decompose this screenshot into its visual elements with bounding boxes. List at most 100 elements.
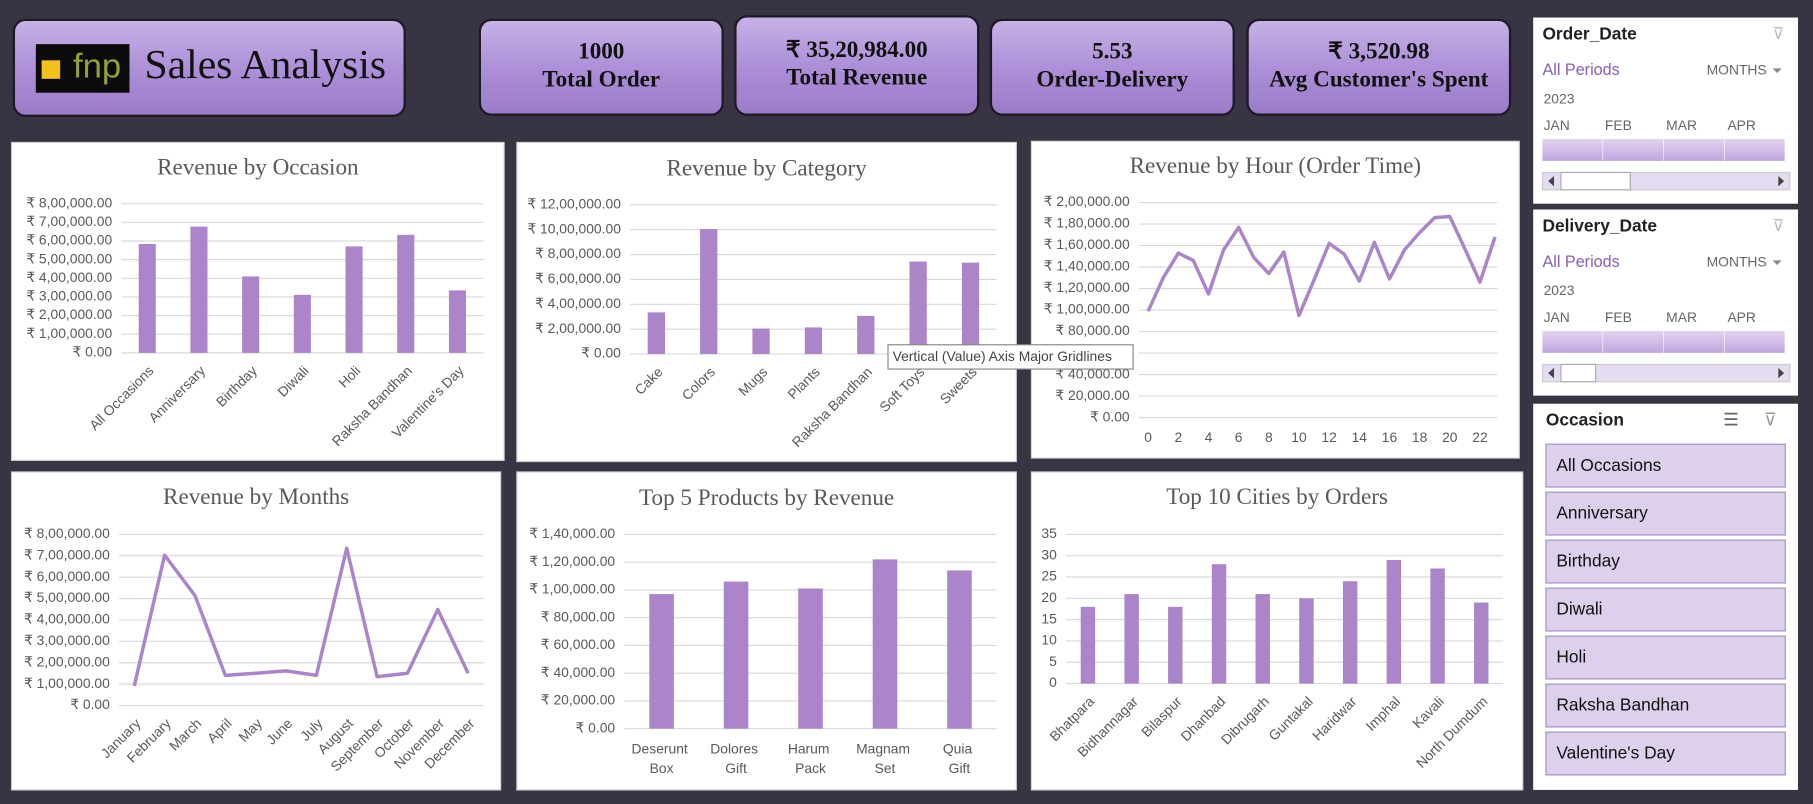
- kpi-value: ₹ 35,20,984.00: [786, 37, 928, 63]
- bar: [961, 262, 980, 355]
- y-tick-label: ₹ 0.00: [73, 344, 113, 360]
- x-tick-label: 10: [1291, 429, 1307, 445]
- slicer-item-label[interactable]: Raksha Bandhan: [1556, 695, 1689, 715]
- slicer-item[interactable]: [1545, 491, 1786, 536]
- y-tick-label: ₹ 8,00,000.00: [26, 194, 112, 210]
- slicer-period[interactable]: All Periods: [1542, 61, 1619, 79]
- bar: [1211, 564, 1227, 684]
- bar: [1255, 594, 1270, 684]
- chart-panel: [516, 471, 1017, 791]
- bar: [700, 229, 718, 355]
- slicer-title: Order_Date: [1542, 23, 1637, 43]
- kpi-box: [734, 15, 980, 116]
- slicer-level[interactable]: MONTHS: [1707, 253, 1767, 269]
- month-tile[interactable]: [1724, 330, 1785, 353]
- month-tile[interactable]: [1542, 330, 1603, 353]
- slicer-item-label[interactable]: Anniversary: [1556, 503, 1648, 523]
- slicer-title: Occasion: [1546, 410, 1624, 430]
- slicer-item-label[interactable]: Birthday: [1556, 551, 1620, 571]
- bar: [857, 315, 875, 355]
- slicer-item[interactable]: [1545, 683, 1786, 728]
- y-tick-label: ₹ 20,000.00: [541, 692, 616, 708]
- slicer-item[interactable]: [1545, 635, 1786, 680]
- y-tick-label: 15: [1041, 610, 1057, 626]
- kpi-label: Avg Customer's Spent: [1269, 66, 1488, 92]
- month-tile[interactable]: [1724, 138, 1785, 161]
- slicer-item[interactable]: [1545, 587, 1786, 632]
- bar: [1430, 568, 1445, 684]
- bar: [190, 226, 208, 353]
- scroll-right[interactable]: [1778, 175, 1785, 187]
- month-tile[interactable]: [1663, 138, 1724, 161]
- y-tick-label: ₹ 2,00,000.00: [26, 306, 112, 322]
- slicer-month: APR: [1727, 117, 1756, 133]
- bar: [138, 243, 156, 353]
- kpi-label: Total Order: [542, 66, 660, 92]
- slicer-year: 2023: [1544, 90, 1575, 106]
- month-tile[interactable]: [1603, 330, 1664, 353]
- chart-title: Top 5 Products by Revenue: [639, 485, 894, 511]
- month-tile[interactable]: [1663, 330, 1724, 353]
- y-tick-label: ₹ 1,00,000.00: [1044, 301, 1130, 317]
- scroll-right[interactable]: [1778, 367, 1785, 379]
- line: [1146, 214, 1497, 318]
- slicer-level[interactable]: MONTHS: [1707, 61, 1767, 77]
- scroll-left[interactable]: [1548, 367, 1554, 379]
- chart-title: Revenue by Category: [666, 155, 867, 181]
- slicer-period[interactable]: All Periods: [1542, 253, 1619, 271]
- y-tick-label: ₹ 8,00,000.00: [535, 245, 621, 261]
- bar: [1168, 606, 1183, 684]
- x-tick-label: 14: [1352, 429, 1368, 445]
- y-tick-label: ₹ 6,00,000.00: [535, 270, 621, 286]
- scroll-thumb[interactable]: [1560, 363, 1597, 383]
- y-tick-label: 20: [1041, 589, 1057, 605]
- slicer-item[interactable]: [1545, 443, 1786, 488]
- slicer-title: Delivery_Date: [1542, 215, 1657, 235]
- x-tick-label: 0: [1144, 429, 1152, 445]
- slicer-item-label[interactable]: Valentine's Day: [1556, 743, 1675, 763]
- x-tick-label: 6: [1235, 429, 1243, 445]
- y-tick-label: ₹ 4,00,000.00: [535, 295, 621, 311]
- bar: [448, 290, 466, 353]
- y-tick-label: ₹ 0.00: [581, 345, 621, 361]
- slicer-item-label[interactable]: All Occasions: [1556, 455, 1661, 475]
- slicer-item-label[interactable]: Holi: [1556, 647, 1586, 667]
- dropdown-arrow: [1772, 68, 1782, 74]
- y-tick-label: ₹ 4,00,000.00: [26, 269, 112, 285]
- chart-panel: [516, 141, 1017, 463]
- line: [132, 546, 470, 687]
- y-tick-label: ₹ 80,000.00: [541, 608, 616, 624]
- y-tick-label: ₹ 12,00,000.00: [527, 196, 621, 212]
- slicer-month: JAN: [1544, 117, 1570, 133]
- y-tick-label: ₹ 2,00,000.00: [1044, 193, 1130, 209]
- x-tick-label: 2: [1174, 429, 1182, 445]
- month-tile[interactable]: [1603, 138, 1664, 161]
- kpi-value: ₹ 3,520.98: [1328, 39, 1429, 65]
- x-tick-label: Quia Gift: [943, 740, 976, 776]
- y-tick-label: ₹ 5,00,000.00: [26, 250, 112, 266]
- bar: [647, 312, 665, 355]
- bar: [752, 328, 770, 355]
- x-tick-label: Magnam Set: [856, 740, 914, 776]
- y-tick-label: ₹ 5,00,000.00: [24, 589, 110, 605]
- bar: [723, 581, 749, 729]
- scroll-left[interactable]: [1548, 175, 1554, 187]
- logo-icon: [41, 60, 61, 79]
- bar: [872, 559, 898, 729]
- chart-title: Revenue by Hour (Order Time): [1130, 153, 1421, 179]
- month-tile[interactable]: [1542, 138, 1603, 161]
- slicer-item-label[interactable]: Diwali: [1556, 599, 1602, 619]
- chart-panel: [10, 471, 502, 791]
- y-tick-label: ₹ 6,00,000.00: [26, 232, 112, 248]
- y-tick-label: ₹ 1,80,000.00: [1044, 215, 1130, 231]
- dropdown-arrow: [1772, 260, 1782, 265]
- kpi-box: [989, 18, 1235, 116]
- bar: [1124, 594, 1139, 684]
- slicer-item[interactable]: [1545, 731, 1786, 776]
- x-tick-label: 22: [1472, 429, 1488, 445]
- slicer-item[interactable]: [1545, 539, 1786, 584]
- scroll-thumb[interactable]: [1560, 171, 1631, 191]
- x-tick-label: 16: [1382, 429, 1398, 445]
